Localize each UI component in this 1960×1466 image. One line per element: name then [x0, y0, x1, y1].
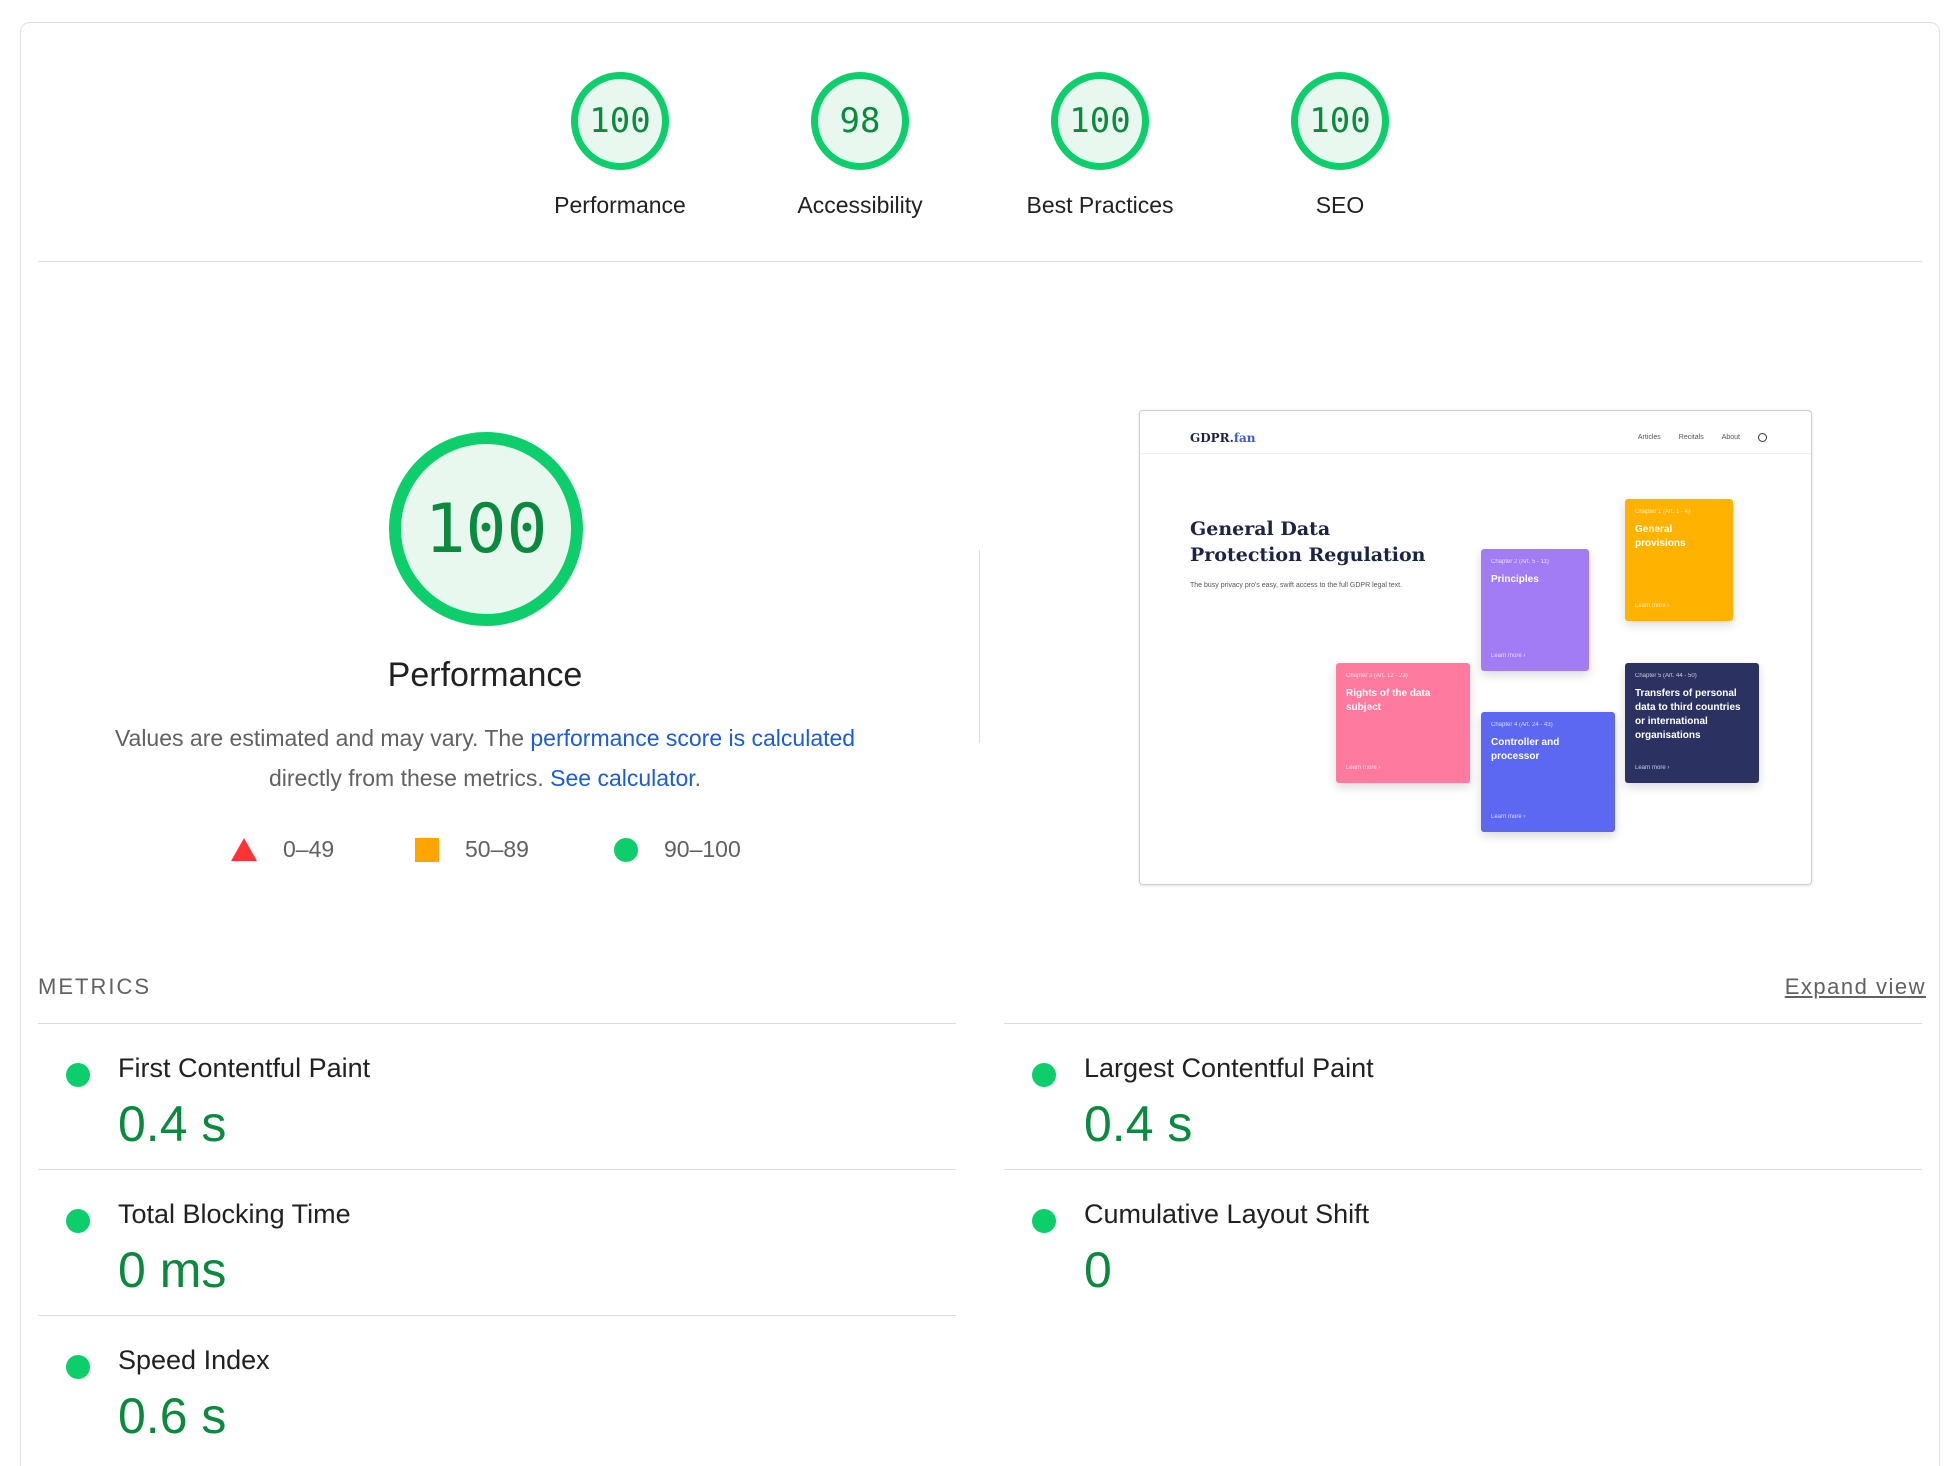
square-icon	[415, 837, 439, 862]
search-icon	[1758, 433, 1767, 442]
triangle-icon	[231, 838, 257, 861]
score-calculated-link[interactable]: performance score is calculated	[530, 725, 856, 751]
gauge-accessibility-score: 98	[811, 72, 909, 170]
site-subtitle: The busy privacy pro's easy, swift acces…	[1190, 582, 1403, 589]
metric-speed-index: Speed Index 0.6 s	[38, 1315, 956, 1461]
circle-icon	[614, 837, 638, 862]
final-screenshot[interactable]: GDPR.fan Articles Recitals About General…	[1139, 410, 1812, 885]
see-calculator-link[interactable]: See calculator	[550, 765, 695, 791]
tile-chapter-1: Chapter 1 (Art. 1 - 4) General provision…	[1625, 499, 1733, 621]
metric-value: 0	[1084, 1242, 1112, 1298]
tile-chapter-5: Chapter 5 (Art. 44 - 50) Transfers of pe…	[1625, 663, 1759, 783]
legend-average-label: 50–89	[465, 836, 529, 862]
gauge-seo[interactable]: 100 SEO	[1230, 72, 1450, 219]
desc-prefix: Values are estimated and may vary. The	[114, 725, 531, 751]
legend-pass-label: 90–100	[664, 836, 741, 862]
metrics-heading: METRICS	[38, 974, 151, 999]
site-nav-divider	[1140, 453, 1811, 454]
pass-circle-icon	[66, 1209, 90, 1233]
gauge-best-practices-label: Best Practices	[1026, 192, 1174, 218]
site-nav-item: Articles	[1637, 434, 1661, 441]
gauge-performance[interactable]: 100 Performance	[510, 72, 730, 219]
legend-fail: 0–49	[231, 836, 334, 863]
metric-name: Speed Index	[118, 1345, 270, 1375]
performance-score-gauge: 100	[389, 432, 583, 626]
pass-circle-icon	[66, 1355, 90, 1379]
tile-chapter-2: Chapter 2 (Art. 5 - 11) Principles Learn…	[1481, 549, 1589, 671]
gauge-accessibility-label: Accessibility	[797, 192, 923, 218]
pass-circle-icon	[1032, 1209, 1056, 1233]
metric-value: 0.4 s	[118, 1096, 227, 1152]
gauge-performance-label: Performance	[554, 192, 686, 218]
expand-view-toggle[interactable]: Expand view	[1784, 974, 1926, 999]
metric-value: 0 ms	[118, 1242, 227, 1298]
legend-average: 50–89	[415, 836, 529, 863]
desc-suffix: .	[694, 765, 702, 791]
tile-chapter-3: Chapter 3 (Art. 12 - 23) Rights of the d…	[1336, 663, 1470, 783]
top-divider	[38, 261, 1922, 262]
gauge-seo-score: 100	[1291, 72, 1389, 170]
metric-name: Cumulative Layout Shift	[1084, 1199, 1370, 1229]
legend-pass: 90–100	[614, 836, 741, 863]
site-logo: GDPR.fan	[1190, 431, 1256, 445]
site-nav-item: Recitals	[1678, 434, 1704, 441]
metrics-divider	[38, 1315, 956, 1316]
site-nav-item: About	[1721, 434, 1740, 441]
site-heading: General Data Protection Regulation	[1190, 518, 1426, 566]
performance-title: Performance	[387, 656, 583, 694]
vertical-divider	[979, 550, 980, 743]
metrics-divider	[1004, 1169, 1922, 1170]
metric-largest-contentful-paint: Largest Contentful Paint 0.4 s	[1004, 1023, 1922, 1169]
metric-cumulative-layout-shift: Cumulative Layout Shift 0	[1004, 1169, 1922, 1315]
metric-name: Total Blocking Time	[118, 1199, 351, 1229]
metric-first-contentful-paint: First Contentful Paint 0.4 s	[38, 1023, 956, 1169]
metric-total-blocking-time: Total Blocking Time 0 ms	[38, 1169, 956, 1315]
metrics-divider	[38, 1169, 956, 1170]
gauge-best-practices-score: 100	[1051, 72, 1149, 170]
performance-description: Values are estimated and may vary. The p…	[80, 718, 890, 798]
metric-value: 0.4 s	[1084, 1096, 1193, 1152]
metrics-divider	[1004, 1023, 1922, 1024]
gauge-accessibility[interactable]: 98 Accessibility	[750, 72, 970, 219]
category-gauges: 100 Performance 98 Accessibility 100 Bes…	[0, 0, 1960, 262]
metric-name: Largest Contentful Paint	[1084, 1053, 1374, 1083]
site-nav: Articles Recitals About	[1638, 433, 1767, 442]
gauge-best-practices[interactable]: 100 Best Practices	[990, 72, 1210, 219]
metrics-divider	[38, 1023, 956, 1024]
gauge-performance-score: 100	[571, 72, 669, 170]
metric-value: 0.6 s	[118, 1388, 227, 1444]
tile-chapter-4: Chapter 4 (Art. 24 - 43) Controller and …	[1481, 712, 1615, 832]
pass-circle-icon	[66, 1063, 90, 1087]
gauge-seo-label: SEO	[1315, 192, 1365, 218]
desc-middle: directly from these metrics.	[268, 765, 551, 791]
legend-fail-label: 0–49	[283, 836, 335, 862]
metric-name: First Contentful Paint	[118, 1053, 371, 1083]
pass-circle-icon	[1032, 1063, 1056, 1087]
